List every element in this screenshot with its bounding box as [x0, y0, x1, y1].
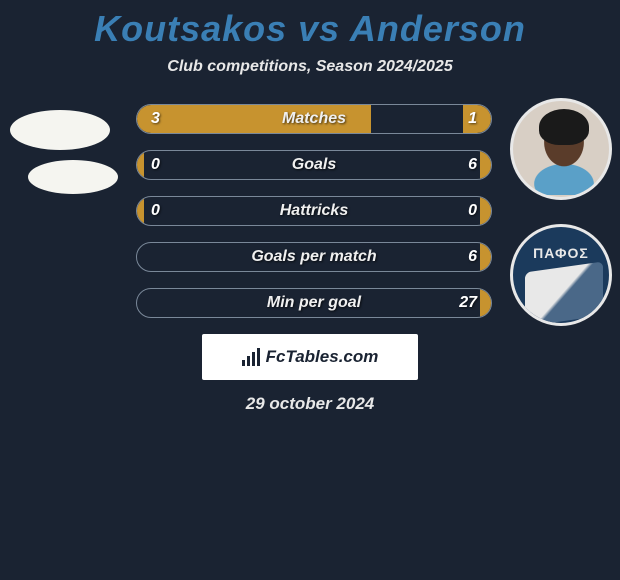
stat-right-value: 6 [468, 151, 477, 179]
stat-label: Matches [137, 105, 491, 133]
stat-right-value: 0 [468, 197, 477, 225]
player-left-avatar [10, 110, 110, 150]
stat-label: Min per goal [137, 289, 491, 317]
branding-text: FcTables.com [266, 347, 379, 367]
stat-row-goals: 0 Goals 6 [136, 150, 492, 180]
stat-row-hattricks: 0 Hattricks 0 [136, 196, 492, 226]
bar-chart-icon [242, 348, 260, 366]
stat-right-value: 27 [459, 289, 477, 317]
stat-row-matches: 3 Matches 1 [136, 104, 492, 134]
stat-row-min-per-goal: Min per goal 27 [136, 288, 492, 318]
stat-right-value: 6 [468, 243, 477, 271]
stat-rows: 3 Matches 1 0 Goals 6 0 Hattricks 0 [136, 104, 492, 318]
stats-area: 3 Matches 1 0 Goals 6 0 Hattricks 0 [0, 104, 620, 318]
subtitle: Club competitions, Season 2024/2025 [0, 58, 620, 76]
club-right-badge [510, 224, 612, 326]
stat-label: Goals per match [137, 243, 491, 271]
stat-label: Goals [137, 151, 491, 179]
date-text: 29 october 2024 [0, 394, 620, 414]
player-right-avatar [510, 98, 612, 200]
stat-label: Hattricks [137, 197, 491, 225]
club-left-badge [28, 160, 118, 194]
branding-link[interactable]: FcTables.com [202, 334, 418, 380]
comparison-card: Koutsakos vs Anderson Club competitions,… [0, 0, 620, 414]
stat-right-value: 1 [468, 105, 477, 133]
page-title: Koutsakos vs Anderson [0, 8, 620, 50]
stat-row-goals-per-match: Goals per match 6 [136, 242, 492, 272]
